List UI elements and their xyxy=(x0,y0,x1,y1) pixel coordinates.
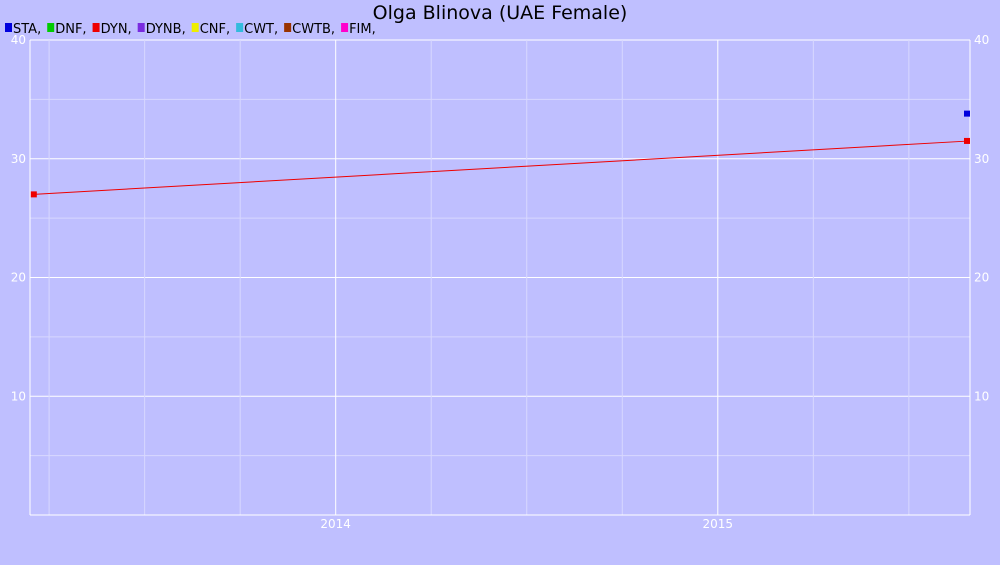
chart-title: Olga Blinova (UAE Female) xyxy=(373,2,628,24)
legend-swatch-0 xyxy=(5,23,12,32)
data-point-dyn xyxy=(30,191,37,198)
legend-swatch-5 xyxy=(236,23,244,32)
y-tick-label-right: 40 xyxy=(974,33,989,47)
data-point-sta xyxy=(964,110,970,117)
y-tick-label-left: 30 xyxy=(11,152,26,166)
series-layer xyxy=(30,110,971,198)
x-tick-label: 2015 xyxy=(703,517,734,531)
grid xyxy=(30,39,970,515)
y-tick-label-right: 30 xyxy=(974,152,989,166)
axes: 10 10 20 20 30 30 40 40 2014 2015 xyxy=(11,33,990,531)
legend-swatch-6 xyxy=(284,23,292,32)
y-tick-label-left: 20 xyxy=(11,271,26,285)
x-tick-label: 2014 xyxy=(320,517,351,531)
y-tick-label-right: 10 xyxy=(974,389,989,403)
legend-label-3: DYNB, xyxy=(146,22,186,37)
legend-label-5: CWT, xyxy=(244,22,278,37)
legend-label-1: DNF, xyxy=(55,22,86,37)
y-tick-label-right: 20 xyxy=(974,271,989,285)
legend-label-4: CNF, xyxy=(200,22,230,37)
legend-label-0: STA, xyxy=(13,22,41,37)
legend-label-7: FIM, xyxy=(349,22,376,37)
legend-swatch-3 xyxy=(137,23,145,32)
legend-swatch-7 xyxy=(341,23,349,32)
legend-swatch-2 xyxy=(92,23,100,32)
legend: STA, DNF, DYN, DYNB, CNF, CWT, CWTB, FIM, xyxy=(5,22,376,37)
legend-swatch-1 xyxy=(47,23,55,32)
data-point-dyn xyxy=(964,137,970,144)
legend-label-2: DYN, xyxy=(101,22,132,37)
series-line-dyn xyxy=(33,140,971,195)
legend-label-6: CWTB, xyxy=(292,22,335,37)
y-tick-label-left: 10 xyxy=(11,389,26,403)
y-tick-label-left: 40 xyxy=(11,33,26,47)
legend-swatch-4 xyxy=(191,23,199,32)
